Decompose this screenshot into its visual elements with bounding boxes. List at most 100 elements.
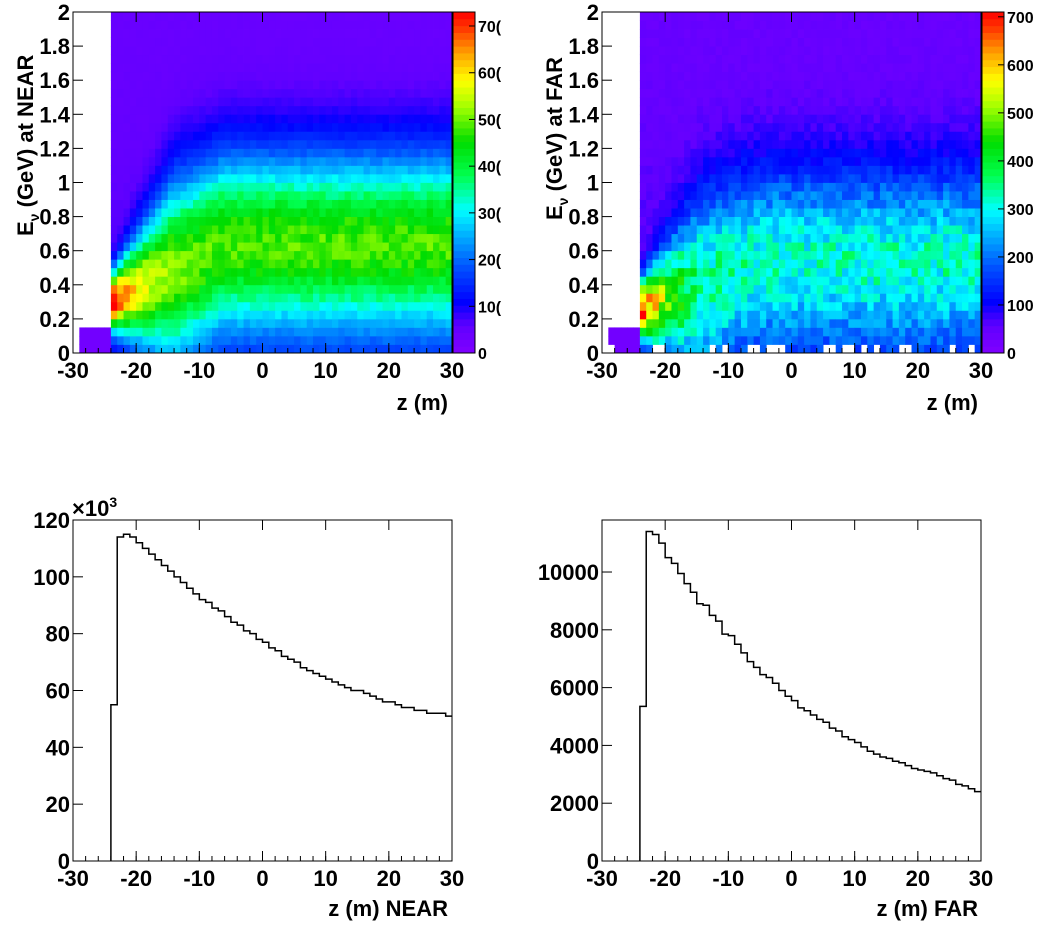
- heatmap-cell: [917, 165, 925, 175]
- heatmap-cell: [810, 225, 818, 235]
- heatmap-cell: [148, 20, 156, 30]
- heatmap-near-y-label-rest: (GeV) at NEAR: [13, 54, 38, 213]
- heatmap-cell: [753, 88, 761, 98]
- heatmap-cell: [949, 114, 957, 124]
- heatmap-cell: [174, 46, 181, 56]
- heatmap-cell: [905, 242, 912, 252]
- heatmap-cell: [810, 71, 818, 81]
- heatmap-cell: [804, 88, 811, 98]
- heatmap-cell: [715, 216, 723, 226]
- colorbar-band: [982, 312, 1004, 320]
- heatmap-cell: [243, 208, 251, 217]
- heatmap-cell: [722, 318, 729, 328]
- heatmap-cell: [395, 29, 402, 38]
- heatmap-cell: [357, 335, 364, 345]
- heatmap-cell: [174, 88, 181, 98]
- heatmap-cell: [766, 97, 773, 107]
- heatmap-cell: [962, 71, 969, 81]
- heatmap-cell: [917, 37, 925, 47]
- heatmap-cell: [842, 259, 849, 269]
- heatmap-cell: [968, 88, 976, 98]
- heatmap-cell: [350, 46, 358, 56]
- heatmap-cell: [275, 250, 282, 260]
- heatmap-cell: [962, 139, 969, 149]
- heatmap-cell: [237, 301, 244, 311]
- heatmap-cell: [886, 233, 893, 243]
- heatmap-cell: [646, 156, 653, 166]
- heatmap-cell: [230, 182, 238, 192]
- heatmap-cell: [892, 37, 900, 47]
- heatmap-cell: [785, 199, 792, 209]
- heatmap-cell: [684, 20, 691, 30]
- heatmap-cell: [949, 259, 957, 269]
- heatmap-cell: [136, 293, 143, 303]
- heatmap-cell: [835, 37, 843, 47]
- heatmap-cell: [224, 54, 232, 64]
- heatmap-cell: [275, 165, 282, 175]
- heatmap-cell: [161, 165, 169, 175]
- heatmap-cell: [930, 80, 938, 90]
- heatmap-cell: [665, 310, 672, 320]
- heatmap-cell: [703, 318, 710, 328]
- heatmap-cell: [211, 293, 219, 303]
- colorbar-band: [453, 318, 475, 327]
- heatmap-cell: [905, 182, 912, 192]
- heatmap-cell: [439, 276, 447, 286]
- heatmap-cell: [709, 114, 717, 124]
- heatmap-cell: [715, 344, 723, 354]
- heatmap-cell: [117, 37, 124, 47]
- heatmap-cell: [224, 105, 232, 115]
- heatmap-cell: [357, 12, 364, 21]
- heatmap-cell: [350, 191, 358, 200]
- heatmap-cell: [287, 250, 295, 260]
- heatmap-cell: [344, 80, 352, 90]
- heatmap-cell: [287, 148, 295, 158]
- heatmap-cell: [860, 173, 868, 183]
- heatmap-cell: [690, 318, 698, 328]
- heatmap-cell: [684, 165, 691, 175]
- heatmap-cell: [665, 37, 672, 47]
- heatmap-cell: [930, 191, 938, 200]
- heatmap-cell: [376, 80, 383, 90]
- heatmap-cell: [148, 37, 156, 47]
- heatmap-cell: [703, 80, 710, 90]
- heatmap-cell: [395, 71, 402, 81]
- heatmap-cell: [639, 37, 647, 47]
- heatmap-cell: [759, 165, 767, 175]
- heatmap-cell: [275, 301, 282, 311]
- heatmap-cell: [186, 233, 194, 243]
- heatmap-cell: [218, 335, 225, 345]
- heatmap-cell: [325, 344, 333, 354]
- heatmap-cell: [665, 199, 672, 209]
- heatmap-cell: [344, 165, 352, 175]
- heatmap-cell: [823, 182, 830, 192]
- heatmap-cell: [804, 148, 811, 158]
- heatmap-cell: [294, 80, 301, 90]
- heatmap-cell: [205, 191, 213, 200]
- heatmap-cell: [407, 242, 415, 252]
- heatmap-cell: [785, 165, 792, 175]
- heatmap-cell: [205, 344, 213, 354]
- heatmap-cell: [388, 63, 396, 73]
- heatmap-cell: [747, 208, 754, 217]
- heatmap-cell: [873, 148, 881, 158]
- heatmap-cell: [117, 156, 124, 166]
- heatmap-cell: [665, 225, 672, 235]
- heatmap-cell: [211, 208, 219, 217]
- heatmap-cell: [319, 301, 327, 311]
- heatmap-cell: [407, 335, 415, 345]
- heatmap-cell: [186, 301, 194, 311]
- heatmap-cell: [338, 191, 346, 200]
- heatmap-cell: [722, 156, 729, 166]
- heatmap-cell: [382, 105, 390, 115]
- heatmap-cell: [747, 80, 754, 90]
- heatmap-cell: [854, 310, 862, 320]
- heatmap-cell: [237, 250, 244, 260]
- heatmap-cell: [357, 165, 364, 175]
- heatmap-cell: [639, 284, 647, 294]
- heatmap-cell: [854, 259, 862, 269]
- heatmap-cell: [740, 233, 748, 243]
- heatmap-cell: [665, 267, 672, 277]
- heatmap-cell: [275, 97, 282, 107]
- heatmap-cell: [829, 105, 837, 115]
